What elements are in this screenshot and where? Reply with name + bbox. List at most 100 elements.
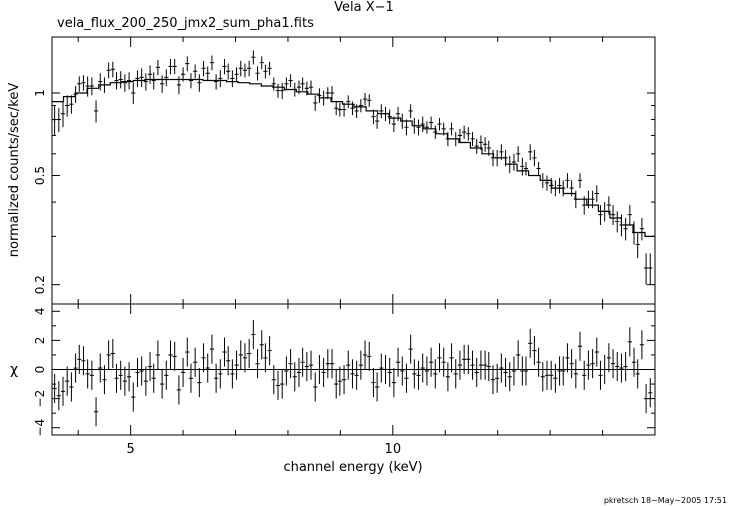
spectrum-point: [449, 122, 454, 136]
residual-point: [404, 363, 409, 393]
residual-point: [486, 352, 491, 382]
energy-xlabel: channel energy (keV): [283, 460, 422, 475]
residual-point: [114, 363, 119, 393]
spectrum-y-tick-label: 0.2: [33, 275, 47, 294]
spectrum-point: [296, 80, 302, 95]
spectrum-ylabel: normalized counts/sec/keV: [7, 83, 22, 258]
spectrum-point: [126, 72, 132, 90]
spectrum-point: [230, 70, 235, 88]
spectrum-point: [594, 185, 599, 203]
residual-point: [499, 353, 504, 383]
spectrum-point: [176, 76, 181, 95]
spectrum-y-tick: 1: [33, 89, 655, 97]
spectrum-point: [532, 149, 537, 167]
residual-point: [643, 384, 649, 414]
residual-point: [313, 372, 318, 402]
residual-point: [271, 365, 276, 395]
residual-point: [321, 357, 326, 387]
spectrum-point: [590, 190, 595, 209]
spectrum-point: [523, 162, 529, 176]
residual-point: [408, 334, 413, 364]
residual-point: [275, 370, 281, 401]
residual-point: [449, 343, 454, 373]
spectrum-point: [329, 86, 335, 101]
residual-point: [234, 350, 239, 380]
spectrum-point: [172, 59, 177, 75]
residual-point: [590, 349, 595, 379]
spectrum-point: [395, 106, 401, 122]
residual-point: [433, 359, 438, 389]
residual-point: [255, 349, 260, 379]
residual-point: [549, 360, 554, 390]
residual-point: [478, 350, 484, 380]
spectrum-point: [453, 132, 458, 147]
residual-point: [197, 368, 202, 398]
residual-point: [242, 343, 248, 373]
spectrum-point: [271, 77, 276, 91]
residual-point: [337, 366, 342, 396]
residual-point: [557, 356, 562, 386]
spectrum-point: [201, 60, 206, 77]
residual-point: [466, 344, 471, 374]
residual-point: [308, 350, 314, 380]
spectrum-point: [374, 113, 380, 129]
x-tick-label: 5: [127, 442, 135, 457]
spectrum-point: [98, 73, 103, 91]
residual-point: [573, 359, 578, 389]
residual-point: [341, 365, 347, 395]
residual-point: [490, 365, 496, 395]
spectrum-point: [102, 77, 107, 93]
spectrum-point: [85, 76, 90, 97]
spectrum-point: [358, 99, 363, 113]
residual-point: [226, 346, 231, 376]
spectrum-point: [313, 95, 318, 111]
residual-point: [383, 354, 388, 385]
spectrum-point: [205, 66, 210, 81]
residual-point: [131, 382, 136, 412]
spectrum-point: [114, 72, 119, 90]
residual-point: [238, 340, 243, 370]
residual-point: [176, 375, 181, 405]
residual-point: [379, 353, 384, 383]
spectrum-point: [259, 56, 264, 70]
residual-point: [263, 343, 268, 373]
spectrum-point: [639, 217, 644, 241]
spectrum-point: [197, 74, 202, 92]
residual-point: [205, 353, 210, 383]
residual-point: [89, 360, 94, 390]
residual-point: [627, 327, 632, 357]
residual-point: [523, 356, 529, 386]
spectrum-point: [457, 128, 463, 143]
residual-point: [160, 369, 165, 399]
spectrum-point: [242, 63, 248, 78]
spectrum-point: [251, 50, 256, 65]
residual-data-points: [52, 320, 653, 427]
spectrum-point: [321, 90, 326, 106]
spectrum-point: [648, 253, 653, 285]
residual-point: [631, 347, 637, 377]
spectrum-point: [168, 59, 173, 75]
spectrum-point: [606, 196, 611, 215]
residual-point: [122, 366, 127, 396]
residuals-y-tick: −4: [33, 419, 655, 437]
residual-point: [110, 338, 115, 369]
residual-point: [304, 352, 309, 382]
residual-point: [441, 347, 446, 377]
residual-point: [453, 359, 458, 389]
spectrum-data-points: [52, 50, 653, 285]
spectrum-point: [350, 101, 355, 116]
spectrum-point: [445, 132, 450, 147]
spectrum-point: [334, 101, 339, 116]
spectrum-point: [577, 173, 583, 189]
residual-point: [102, 365, 107, 395]
residuals-y-tick-label: 0: [33, 366, 47, 374]
residual-point: [259, 330, 264, 360]
spectrum-point: [255, 66, 260, 81]
spectrum-point: [122, 74, 127, 92]
residual-point: [623, 352, 628, 382]
spectrum-point: [185, 56, 190, 72]
spectrum-point: [308, 80, 314, 95]
spectrum-point: [280, 82, 285, 100]
spectrum-y-tick-label: 0.5: [33, 166, 47, 185]
residual-point: [143, 366, 148, 396]
